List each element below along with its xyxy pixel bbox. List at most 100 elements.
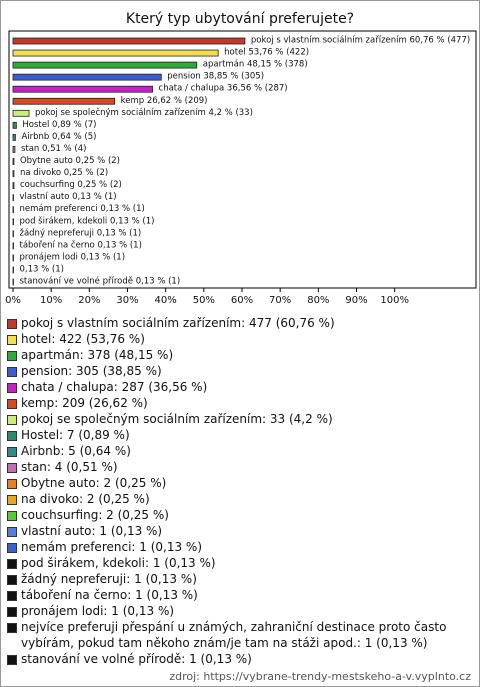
legend-label: apartmán: 378 (48,15 %): [21, 348, 174, 362]
bar: [12, 266, 14, 274]
bar-label: pension 38,85 % (305): [167, 72, 264, 82]
legend-swatch: [7, 479, 17, 489]
bar-label: apartmán 48,15 % (378): [203, 60, 308, 70]
legend-item: nemám preferenci: 1 (0,13 %): [7, 539, 473, 555]
legend-swatch: [7, 511, 17, 521]
x-tick-label: 0%: [5, 295, 21, 306]
legend-item: žádný nepreferuji: 1 (0,13 %): [7, 571, 473, 587]
bar: [12, 49, 219, 57]
bar: [12, 109, 30, 117]
legend-swatch: [7, 575, 17, 585]
legend-item: chata / chalupa: 287 (36,56 %): [7, 379, 473, 395]
bar-label: žádný nepreferuji 0,13 % (1): [19, 228, 141, 238]
bar-label: hotel 53,76 % (422): [224, 48, 309, 58]
x-tick-label: 80%: [307, 295, 329, 306]
legend-label: stanování ve volné přírodě: 1 (0,13 %): [21, 652, 252, 666]
x-tick-label: 30%: [116, 295, 138, 306]
bar: [12, 158, 15, 165]
legend-item: Airbnb: 5 (0,64 %): [7, 443, 473, 459]
legend-item: pronájem lodi: 1 (0,13 %): [7, 603, 473, 619]
legend-swatch: [7, 335, 17, 345]
bar: [12, 73, 162, 81]
bar: [12, 133, 16, 141]
legend-label: pension: 305 (38,85 %): [21, 364, 162, 378]
legend-swatch: [7, 431, 17, 441]
bar-label: na divoko 0,25 % (2): [20, 168, 108, 178]
legend-swatch: [7, 543, 17, 553]
bar-label: nemám preferenci 0,13 % (1): [19, 204, 144, 214]
legend-label: pod širákem, kdekoli: 1 (0,13 %): [21, 556, 216, 570]
bar: [12, 85, 153, 93]
legend-label: nemám preferenci: 1 (0,13 %): [21, 540, 203, 554]
legend-label: vlastní auto: 1 (0,13 %): [21, 524, 163, 538]
x-tick-label: 90%: [345, 295, 367, 306]
bar: [12, 146, 16, 153]
chart-title: Který typ ubytování preferujete?: [126, 11, 354, 27]
legend-swatch: [7, 383, 17, 393]
bar: [12, 254, 14, 262]
legend: pokoj s vlastním sociálním zařízením: 47…: [7, 315, 473, 667]
legend-label: táboření na černo: 1 (0,13 %): [21, 588, 198, 602]
legend-item: nejvíce preferuji přespání u známých, za…: [7, 619, 473, 651]
bar-label: vlastní auto 0,13 % (1): [19, 192, 116, 202]
bar: [12, 218, 14, 226]
legend-label: couchsurfing: 2 (0,25 %): [21, 508, 169, 522]
bar-label: kemp 26,62 % (209): [121, 96, 208, 106]
legend-item: táboření na černo: 1 (0,13 %): [7, 587, 473, 603]
bar: [12, 170, 15, 177]
chart: Který typ ubytování preferujete? 0% 10% 20…: [5, 11, 477, 306]
bar: [12, 37, 246, 45]
legend-swatch: [7, 655, 17, 665]
legend-item: pod širákem, kdekoli: 1 (0,13 %): [7, 555, 473, 571]
x-tick-label: 10%: [40, 295, 62, 306]
legend-swatch: [7, 559, 17, 569]
legend-item: vlastní auto: 1 (0,13 %): [7, 523, 473, 539]
legend-label: pokoj se společným sociálním zařízením: …: [21, 412, 333, 426]
legend-label: nejvíce preferuji přespání u známých, za…: [21, 620, 447, 650]
legend-label: Airbnb: 5 (0,64 %): [21, 444, 131, 458]
legend-swatch: [7, 591, 17, 601]
x-tick-label: 60%: [231, 295, 253, 306]
bar-label: pokoj se společným sociálním zařízením 4…: [35, 107, 253, 118]
legend-item: couchsurfing: 2 (0,25 %): [7, 507, 473, 523]
legend-label: stan: 4 (0,51 %): [21, 460, 118, 474]
bar-label: stanování ve volné přírodě 0,13 % (1): [19, 276, 180, 287]
legend-swatch: [7, 399, 17, 409]
legend-swatch: [7, 607, 17, 617]
legend-label: na divoko: 2 (0,25 %): [21, 492, 150, 506]
bar-label: pod širákem, kdekoli 0,13 % (1): [19, 215, 154, 226]
bar: [12, 61, 198, 69]
legend-label: pronájem lodi: 1 (0,13 %): [21, 604, 175, 618]
x-tick-label: 40%: [155, 295, 177, 306]
legend-swatch: [7, 319, 17, 329]
bar: [12, 206, 14, 214]
legend-item: na divoko: 2 (0,25 %): [7, 491, 473, 507]
legend-swatch: [7, 495, 17, 505]
legend-item: apartmán: 378 (48,15 %): [7, 347, 473, 363]
legend-swatch: [7, 351, 17, 361]
legend-item: stanování ve volné přírodě: 1 (0,13 %): [7, 651, 473, 667]
bar-label: Obytne auto 0,25 % (2): [20, 156, 120, 166]
legend-item: pension: 305 (38,85 %): [7, 363, 473, 379]
bar-label: pokoj s vlastním sociálním zařízením 60,…: [251, 36, 470, 46]
legend-label: kemp: 209 (26,62 %): [21, 396, 148, 410]
bar: [12, 242, 14, 250]
bar-label: Airbnb 0,64 % (5): [21, 132, 96, 142]
x-tick-label: 100%: [380, 295, 409, 306]
legend-item: pokoj se společným sociálním zařízením: …: [7, 411, 473, 427]
bar-label: pronájem lodi 0,13 % (1): [19, 252, 125, 262]
bar: [12, 230, 14, 238]
bar-label: chata / chalupa 36,56 % (287): [159, 84, 288, 94]
legend-swatch: [7, 623, 17, 633]
legend-swatch: [7, 527, 17, 537]
legend-label: žádný nepreferuji: 1 (0,13 %): [21, 572, 197, 586]
source: zdroj: https://vybrane-trendy-mestskeho-…: [169, 670, 471, 683]
legend-label: chata / chalupa: 287 (36,56 %): [21, 380, 208, 394]
bar-label: táboření na černo 0,13 % (1): [19, 239, 141, 250]
legend-label: hotel: 422 (53,76 %): [21, 332, 145, 346]
legend-item: stan: 4 (0,51 %): [7, 459, 473, 475]
bar-label: couchsurfing 0,25 % (2): [20, 180, 122, 190]
bar-label: Hostel 0,89 % (7): [22, 120, 96, 130]
bar-label: 0,13 % (1): [19, 264, 63, 274]
legend-item: hotel: 422 (53,76 %): [7, 331, 473, 347]
